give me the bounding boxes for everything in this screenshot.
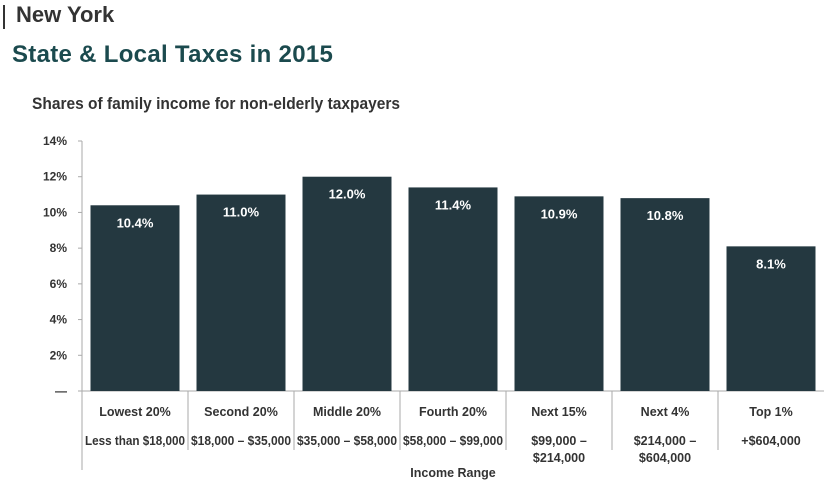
bar-value-label: 10.8% — [647, 208, 684, 223]
bar-value-label: 8.1% — [756, 256, 786, 271]
y-tick-label: — — [55, 384, 67, 398]
bar-value-label: 11.4% — [435, 197, 472, 212]
bar — [302, 176, 392, 391]
income-range-label: $35,000 – $58,000 — [297, 434, 397, 448]
state-name: New York — [16, 2, 115, 27]
income-range-label: $214,000 – — [634, 434, 697, 448]
y-tick-label: 2% — [50, 348, 68, 362]
y-tick-label: 4% — [50, 313, 68, 327]
chart-title: Shares of family income for non-elderly … — [32, 94, 400, 113]
income-range-label: Less than $18,000 — [85, 434, 185, 448]
bar-value-label: 10.9% — [541, 206, 578, 221]
income-range-label: +$604,000 — [741, 434, 800, 448]
income-range-label: $18,000 – $35,000 — [191, 434, 291, 448]
income-range-label: $604,000 — [639, 451, 691, 465]
header-accent-bar — [3, 5, 5, 29]
bar-value-label: 11.0% — [223, 205, 260, 220]
income-range-label: $214,000 — [533, 451, 585, 465]
bar — [196, 194, 286, 391]
category-label: Second 20% — [204, 405, 278, 419]
page-title: State & Local Taxes in 2015 — [12, 41, 334, 68]
income-range-label: $99,000 – — [531, 434, 587, 448]
category-label: Next 15% — [531, 405, 587, 419]
bar — [726, 246, 816, 391]
x-axis-label: Income Range — [410, 466, 495, 480]
y-tick-label: 8% — [50, 241, 68, 255]
category-label: Lowest 20% — [99, 405, 171, 419]
bar — [408, 187, 498, 391]
bar — [514, 196, 604, 391]
category-label: Fourth 20% — [419, 405, 487, 419]
bar-value-label: 12.0% — [329, 187, 366, 202]
category-label: Middle 20% — [313, 405, 381, 419]
y-tick-label: 14% — [43, 134, 67, 148]
y-tick-label: 6% — [50, 277, 68, 291]
bar — [620, 198, 710, 391]
y-tick-label: 10% — [43, 205, 67, 219]
y-tick-label: 12% — [43, 170, 67, 184]
bar-value-label: 10.4% — [117, 215, 154, 230]
bar — [90, 205, 180, 391]
income-range-label: $58,000 – $99,000 — [403, 434, 503, 448]
category-label: Next 4% — [641, 405, 690, 419]
category-label: Top 1% — [749, 405, 793, 419]
